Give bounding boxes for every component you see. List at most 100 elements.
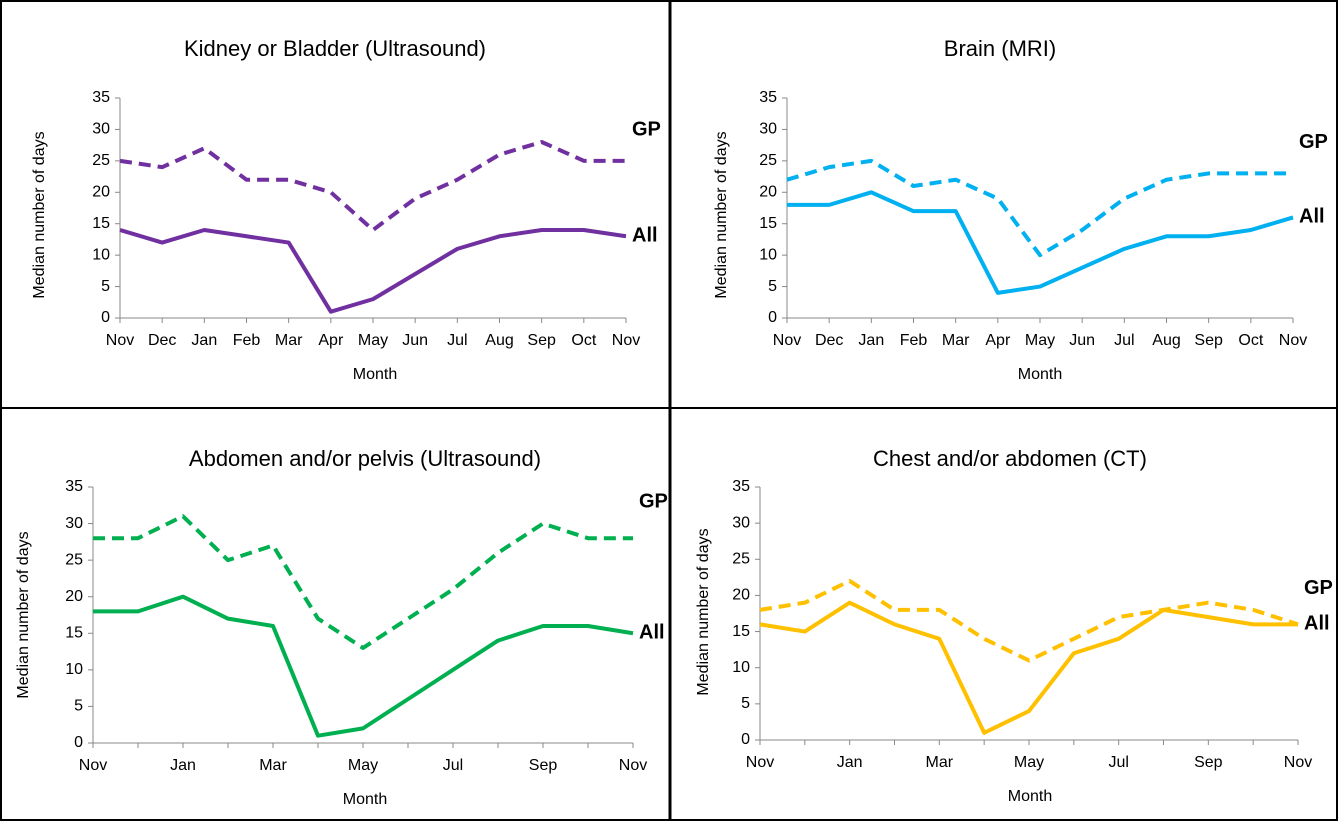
x-tick-label: Dec	[815, 332, 843, 349]
y-tick-label: 5	[101, 278, 110, 295]
chart-title: Chest and/or abdomen (CT)	[873, 446, 1147, 471]
x-tick-label: Nov	[79, 757, 107, 774]
x-tick-label: Jun	[402, 332, 428, 349]
y-tick-label: 20	[759, 184, 777, 201]
x-tick-label: Feb	[233, 332, 261, 349]
x-tick-label: Jan	[837, 754, 863, 771]
chart-title: Abdomen and/or pelvis (Ultrasound)	[189, 446, 541, 471]
y-tick-label: 25	[759, 152, 777, 169]
x-tick-label: Nov	[773, 332, 801, 349]
x-tick-label: Jul	[1108, 754, 1128, 771]
series-line	[786, 158, 1293, 258]
x-tick-label: Jun	[1069, 332, 1095, 349]
series-line	[93, 594, 634, 738]
y-tick-label: 20	[92, 184, 110, 201]
y-tick-label: 10	[92, 246, 110, 263]
series-label: All	[632, 225, 658, 247]
y-tick-label: 30	[759, 121, 777, 138]
x-tick-label: Nov	[1284, 754, 1312, 771]
y-tick-label: 10	[759, 246, 777, 263]
y-tick-label: 25	[92, 152, 110, 169]
series-label: GP	[639, 491, 668, 513]
y-axis-title: Median number of days	[695, 528, 712, 695]
y-axis-title: Median number of days	[31, 131, 48, 298]
x-tick-label: Aug	[485, 332, 513, 349]
series-label: GP	[1304, 577, 1333, 599]
y-tick-label: 5	[741, 695, 750, 712]
x-tick-label: Mar	[926, 754, 954, 771]
x-tick-label: Nov	[746, 754, 774, 771]
y-tick-label: 15	[65, 625, 83, 642]
x-tick-label: Oct	[1238, 332, 1263, 349]
x-tick-label: Jan	[191, 332, 217, 349]
x-tick-label: Sep	[529, 757, 558, 774]
y-tick-label: 5	[74, 698, 83, 715]
y-tick-label: 15	[759, 215, 777, 232]
x-tick-label: Jul	[447, 332, 467, 349]
y-tick-label: 0	[74, 734, 83, 751]
series-line	[759, 578, 1299, 663]
y-tick-label: 0	[741, 731, 750, 748]
series-label: All	[1304, 613, 1330, 635]
x-tick-label: May	[348, 757, 378, 774]
series-line	[119, 228, 627, 314]
y-tick-label: 10	[65, 661, 83, 678]
y-tick-label: 35	[759, 89, 777, 106]
x-tick-label: Nov	[106, 332, 134, 349]
y-tick-label: 5	[768, 278, 777, 295]
series-line	[787, 190, 1294, 295]
y-tick-label: 25	[732, 551, 750, 568]
y-tick-label: 15	[732, 623, 750, 640]
x-tick-label: Sep	[527, 332, 556, 349]
x-tick-label: Nov	[619, 757, 647, 774]
x-tick-label: Nov	[1279, 332, 1307, 349]
x-tick-label: Jul	[1114, 332, 1134, 349]
series-label: All	[639, 622, 665, 644]
x-tick-label: Nov	[612, 332, 640, 349]
x-tick-label: May	[358, 332, 388, 349]
x-tick-label: Mar	[275, 332, 303, 349]
chart-title: Brain (MRI)	[944, 36, 1056, 61]
y-tick-label: 30	[732, 514, 750, 531]
series-label: GP	[1299, 131, 1328, 153]
x-tick-label: Sep	[1194, 754, 1223, 771]
x-tick-label: Mar	[259, 757, 287, 774]
x-tick-label: Dec	[148, 332, 176, 349]
x-tick-label: Jul	[443, 757, 463, 774]
y-tick-label: 20	[732, 587, 750, 604]
y-axis-title: Median number of days	[15, 531, 32, 698]
x-tick-label: Oct	[571, 332, 596, 349]
series-line	[119, 140, 626, 232]
y-tick-label: 20	[65, 588, 83, 605]
y-tick-label: 10	[732, 659, 750, 676]
y-tick-label: 35	[92, 89, 110, 106]
x-tick-label: May	[1025, 332, 1055, 349]
y-tick-label: 35	[65, 478, 83, 495]
y-tick-label: 30	[65, 515, 83, 532]
y-axis-title: Median number of days	[713, 131, 730, 298]
x-tick-label: Aug	[1152, 332, 1180, 349]
y-tick-label: 0	[768, 309, 777, 326]
y-tick-label: 30	[92, 121, 110, 138]
x-axis-title: Month	[1018, 366, 1062, 383]
series-line	[759, 600, 1298, 735]
x-tick-label: Sep	[1194, 332, 1223, 349]
series-label: All	[1299, 206, 1325, 228]
y-tick-label: 25	[65, 551, 83, 568]
x-tick-label: Feb	[900, 332, 928, 349]
x-tick-label: May	[1014, 754, 1044, 771]
y-tick-label: 35	[732, 478, 750, 495]
x-axis-title: Month	[1008, 788, 1052, 805]
series-label: GP	[632, 118, 661, 140]
x-tick-label: Jan	[858, 332, 884, 349]
x-tick-label: Jan	[170, 757, 196, 774]
y-tick-label: 0	[101, 309, 110, 326]
x-tick-label: Mar	[942, 332, 970, 349]
series-line	[93, 514, 633, 650]
x-axis-title: Month	[343, 791, 387, 808]
chart-title: Kidney or Bladder (Ultrasound)	[184, 36, 486, 61]
x-axis-title: Month	[353, 366, 397, 383]
x-tick-label: Apr	[318, 332, 344, 349]
